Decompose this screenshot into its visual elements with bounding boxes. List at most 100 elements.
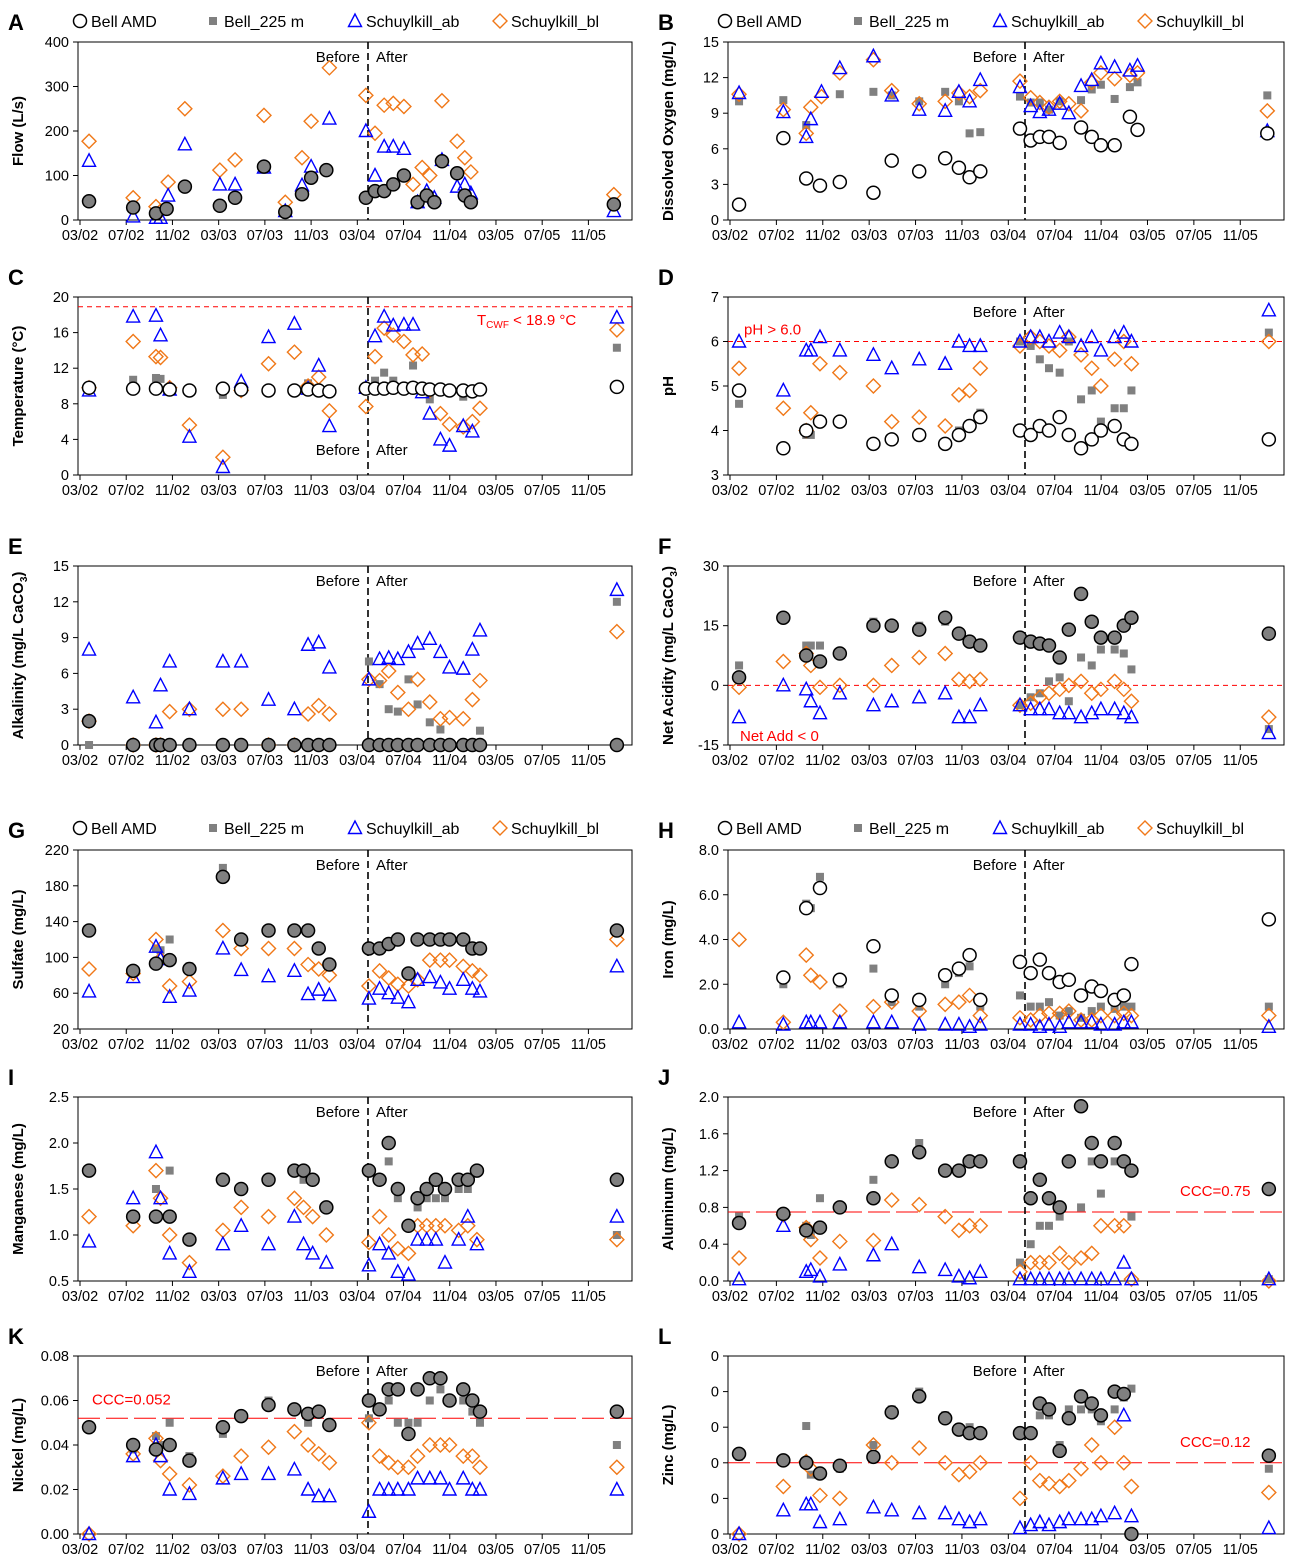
point-schuylkill-bl	[1092, 1217, 1109, 1234]
point-schuylkill-ab	[321, 986, 338, 1002]
y-axis-label: Net Acidity (mg/L CaCO3)	[660, 566, 680, 745]
point-bell-amd	[1041, 1190, 1057, 1206]
point-bell-amd	[951, 427, 967, 443]
point-bell-amd	[609, 1172, 625, 1188]
x-tick-label: 11/05	[571, 1037, 606, 1053]
point-schuylkill-ab	[371, 650, 388, 666]
point-bell-amd	[776, 441, 791, 456]
x-tick-label: 07/02	[758, 1037, 794, 1053]
x-tick-label: 03/03	[851, 753, 887, 769]
point-bell-225	[299, 1175, 308, 1184]
point-schuylkill-ab	[1116, 1254, 1132, 1269]
point-bell-amd	[125, 963, 141, 979]
x-tick-label: 07/05	[524, 228, 560, 244]
point-schuylkill-ab	[1012, 332, 1028, 348]
point-schuylkill-bl	[367, 125, 384, 142]
point-schuylkill-ab	[731, 84, 747, 100]
point-schuylkill-bl	[1260, 709, 1277, 726]
point-schuylkill-bl	[950, 386, 967, 403]
point-bell-225	[1263, 91, 1272, 100]
point-schuylkill-ab	[1032, 1270, 1048, 1286]
y-tick-label: 0	[61, 738, 69, 754]
y-tick-label: 300	[45, 80, 69, 96]
point-bell-225	[1127, 1384, 1136, 1393]
point-bell-225	[1077, 1203, 1086, 1212]
point-bell-amd	[973, 992, 988, 1008]
legend-label-bell-amd: Bell AMD	[91, 14, 157, 31]
panel-letter: H	[658, 818, 674, 843]
point-schuylkill-bl	[181, 417, 198, 434]
point-bell-amd	[609, 737, 625, 753]
point-schuylkill-ab	[400, 993, 417, 1009]
point-schuylkill-bl	[304, 1208, 321, 1225]
point-schuylkill-ab	[1023, 328, 1039, 344]
point-schuylkill-bl	[831, 1490, 848, 1507]
point-schuylkill-ab	[361, 670, 377, 686]
point-schuylkill-ab	[181, 700, 198, 716]
point-schuylkill-bl	[421, 167, 438, 184]
point-bell-225	[425, 718, 434, 727]
point-bell-amd	[256, 159, 272, 174]
point-bell-amd	[951, 961, 967, 976]
point-bell-amd	[1052, 650, 1067, 665]
point-schuylkill-ab	[212, 175, 228, 191]
point-bell-225	[1015, 1258, 1024, 1267]
before-label: Before	[973, 304, 1017, 321]
y-tick-label: 0.06	[41, 1394, 69, 1410]
point-bell-amd	[1124, 436, 1139, 452]
point-schuylkill-ab	[422, 405, 438, 420]
point-schuylkill-ab	[300, 636, 316, 651]
point-bell-amd	[261, 1397, 276, 1413]
point-schuylkill-ab	[286, 700, 303, 716]
point-schuylkill-ab	[775, 381, 791, 397]
point-bell-amd	[1084, 614, 1099, 629]
point-schuylkill-ab	[409, 971, 426, 986]
point-bell-225	[468, 1407, 477, 1416]
y-tick-label: 0.8	[699, 1200, 719, 1216]
y-tick-label: 8	[61, 397, 69, 413]
y-tick-label: 100	[45, 950, 69, 966]
x-tick-label: 03/02	[62, 1289, 98, 1305]
point-schuylkill-ab	[361, 990, 377, 1005]
point-schuylkill-ab	[441, 980, 458, 995]
point-schuylkill-bl	[125, 1445, 142, 1462]
point-schuylkill-ab	[812, 1513, 828, 1529]
point-schuylkill-ab	[390, 989, 406, 1004]
point-bell-amd	[1012, 1154, 1028, 1169]
x-tick-label: 11/03	[944, 483, 979, 499]
point-bell-amd	[215, 1172, 231, 1188]
point-schuylkill-ab	[813, 83, 830, 99]
x-tick-label: 11/04	[432, 1037, 467, 1053]
point-schuylkill-ab	[911, 1258, 927, 1274]
x-tick-label: 11/03	[293, 753, 328, 769]
point-bell-225	[156, 946, 165, 955]
point-bell-amd	[81, 1419, 97, 1435]
point-bell-225	[976, 128, 985, 137]
after-label: After	[1033, 857, 1065, 874]
legend-label-bell-225: Bell_225 m	[869, 821, 949, 838]
point-schuylkill-ab	[148, 1143, 164, 1159]
y-tick-label: 2.0	[699, 1090, 719, 1106]
y-tick-label: 180	[45, 879, 69, 895]
point-schuylkill-bl	[152, 1190, 169, 1207]
point-bell-amd	[215, 869, 231, 885]
point-schuylkill-ab	[731, 708, 747, 724]
point-schuylkill-bl	[1260, 1484, 1277, 1501]
point-schuylkill-ab	[832, 341, 848, 357]
y-axis-label: Temperature (°C)	[10, 326, 27, 447]
y-tick-label: 0	[711, 1420, 719, 1436]
x-tick-label: 11/02	[155, 1289, 190, 1305]
point-bell-amd	[322, 1417, 337, 1433]
point-bell-225	[1264, 1002, 1273, 1011]
point-schuylkill-ab	[300, 985, 316, 1001]
point-schuylkill-ab	[160, 187, 176, 202]
point-bell-225	[218, 863, 227, 872]
point-schuylkill-ab	[381, 649, 397, 665]
y-tick-label: 0	[711, 1385, 719, 1401]
point-schuylkill-bl	[798, 125, 815, 142]
point-bell-225	[1055, 1212, 1064, 1221]
point-schuylkill-ab	[381, 1480, 397, 1496]
x-tick-label: 03/02	[712, 753, 748, 769]
point-schuylkill-ab	[148, 938, 164, 953]
point-bell-225	[375, 680, 384, 689]
